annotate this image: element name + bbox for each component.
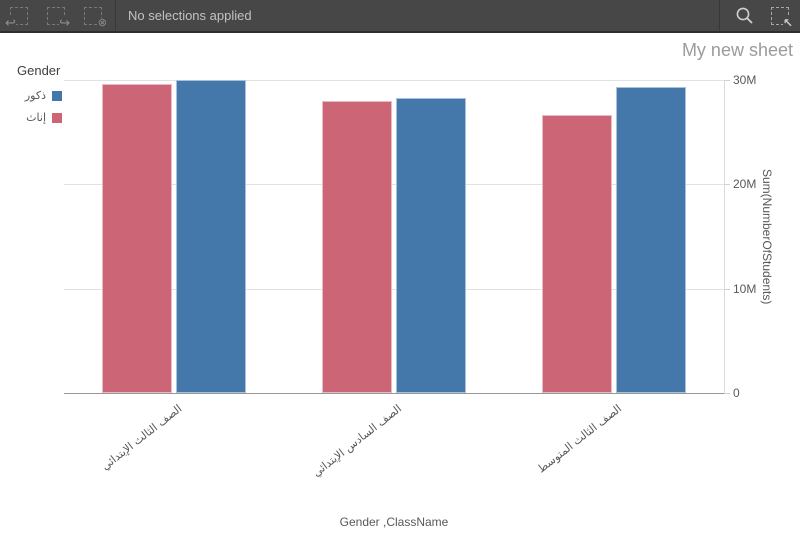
redo-icon: ↪ [59, 14, 70, 30]
legend-item-label: إناث [26, 111, 46, 124]
bar[interactable] [322, 100, 392, 393]
y-axis-tick [724, 184, 730, 186]
legend-item[interactable]: إناث [14, 111, 62, 124]
y-axis-tick [724, 393, 730, 394]
bar[interactable] [616, 87, 686, 393]
dashed-box [771, 6, 789, 25]
x-axis-title: Gender ,ClassName [339, 515, 449, 529]
toolbar-divider [719, 0, 720, 31]
y-axis-tick-label: 20M [733, 177, 757, 192]
y-axis-tick-label: 30M [733, 73, 757, 87]
bar[interactable] [176, 80, 246, 393]
bar[interactable] [542, 115, 612, 393]
sheet-title: My new sheet [681, 40, 793, 60]
search-icon [736, 7, 753, 24]
redo-button[interactable]: ↪ [46, 6, 70, 29]
legend-item[interactable]: ذكور [14, 89, 62, 102]
legend-item-label: ذكور [24, 89, 46, 102]
selections-toolbar: ↩ ↪ ⊗ No selections applied ↖ [0, 0, 800, 33]
bar[interactable] [102, 84, 172, 393]
dashed-box [84, 6, 102, 25]
legend-title: Gender [17, 63, 61, 78]
y-axis-line [724, 80, 725, 393]
y-axis-tick [724, 80, 730, 81]
selections-status-text: No selections applied [128, 8, 252, 23]
y-axis-title: Sum(NumberOfStudents) [760, 168, 774, 305]
y-gridline [64, 184, 724, 186]
clear-selections-button[interactable]: ⊗ [83, 6, 107, 29]
selections-tool-button[interactable]: ↖ [770, 6, 793, 30]
smart-search-button[interactable] [734, 5, 756, 27]
y-axis-tick-label: 10M [733, 281, 757, 296]
legend-color-swatch [52, 112, 62, 123]
x-axis-baseline [64, 393, 724, 394]
clear-selections-icon: ⊗ [97, 16, 107, 29]
selections-tool-icon: ↖ [782, 15, 793, 30]
undo-button[interactable]: ↩ [5, 6, 29, 29]
undo-icon: ↩ [5, 14, 16, 30]
legend-color-swatch [52, 90, 62, 101]
y-gridline [64, 80, 724, 81]
y-axis-tick-label: 0 [733, 386, 740, 400]
toolbar-divider [115, 0, 116, 31]
y-gridline [64, 288, 724, 290]
y-axis-tick [724, 288, 730, 290]
x-axis-category-label[interactable]: الصف السادس الإبتدائي [310, 402, 405, 480]
x-axis-category-label[interactable]: الصف الثالث المتوسط [534, 402, 625, 476]
x-axis-category-label[interactable]: الصف الثالث الإبتدائي [98, 402, 185, 473]
sheet-area: My new sheet Gender ذكور إناث 0 10M 20M 30M ا… [0, 33, 800, 534]
chart-legend: Gender ذكور إناث [14, 63, 62, 133]
bar[interactable] [396, 97, 466, 393]
